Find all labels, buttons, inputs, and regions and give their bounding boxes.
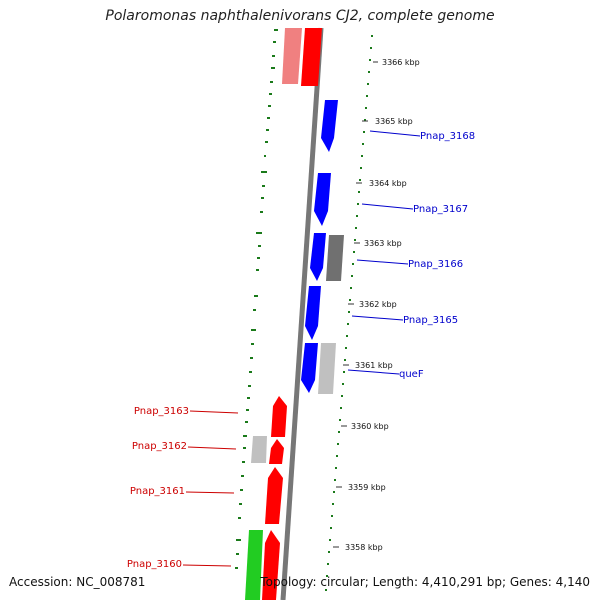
gene-pink-top[interactable] — [282, 28, 302, 84]
gene-label-pnap-3166[interactable]: Pnap_3166 — [408, 259, 463, 270]
genome-stats-text: Topology: circular; Length: 4,410,291 bp… — [260, 575, 590, 589]
gene-pseudo-light-2[interactable] — [251, 436, 267, 463]
scale-label-3359: 3359 kbp — [348, 483, 386, 492]
gene-pnap-3166[interactable] — [310, 233, 326, 281]
gene-pnap-3161[interactable] — [265, 467, 283, 524]
gene-pnap-3165[interactable] — [305, 286, 321, 340]
gene-pnap-3160[interactable] — [262, 530, 280, 600]
gene-pseudo-light-1[interactable] — [318, 343, 336, 394]
gene-pnap-3167[interactable] — [314, 173, 331, 226]
gene-pnap-3163[interactable] — [271, 396, 287, 437]
gene-label-pnap-3165[interactable]: Pnap_3165 — [403, 315, 458, 326]
gene-label-quef[interactable]: queF — [399, 369, 424, 380]
genome-backbone — [280, 27, 324, 600]
scale-label-3361: 3361 kbp — [355, 361, 393, 370]
reverse-label-leaders — [347, 130, 421, 375]
scale-label-3363: 3363 kbp — [364, 239, 402, 248]
genome-title: Polaromonas naphthalenivorans CJ2, compl… — [105, 8, 495, 24]
scale-label-3365: 3365 kbp — [375, 117, 413, 126]
scale-ticks — [333, 61, 378, 548]
scale-label-3362: 3362 kbp — [359, 300, 397, 309]
gene-label-pnap-3168[interactable]: Pnap_3168 — [420, 131, 475, 142]
gc-ticks-outer — [325, 35, 373, 591]
gene-pnap-3168[interactable] — [321, 100, 338, 152]
gene-quef[interactable] — [301, 343, 318, 393]
gene-label-pnap-3163[interactable]: Pnap_3163 — [134, 406, 189, 417]
gene-label-pnap-3162[interactable]: Pnap_3162 — [132, 441, 187, 452]
scale-label-3366: 3366 kbp — [382, 58, 420, 67]
gc-ticks-inner — [235, 29, 278, 569]
scale-label-3360: 3360 kbp — [351, 422, 389, 431]
gene-label-pnap-3167[interactable]: Pnap_3167 — [413, 204, 468, 215]
gene-label-pnap-3161[interactable]: Pnap_3161 — [130, 486, 185, 497]
scale-label-3364: 3364 kbp — [369, 179, 407, 188]
accession-text: Accession: NC_008781 — [9, 575, 146, 589]
gene-label-pnap-3160[interactable]: Pnap_3160 — [127, 559, 182, 570]
gene-rna-green[interactable] — [245, 530, 263, 600]
scale-label-3358: 3358 kbp — [345, 543, 383, 552]
gene-pseudo-dark[interactable] — [326, 235, 344, 281]
gene-pnap-3162[interactable] — [269, 439, 284, 464]
gene-red-top[interactable] — [301, 28, 322, 86]
forward-label-leaders — [182, 410, 239, 567]
